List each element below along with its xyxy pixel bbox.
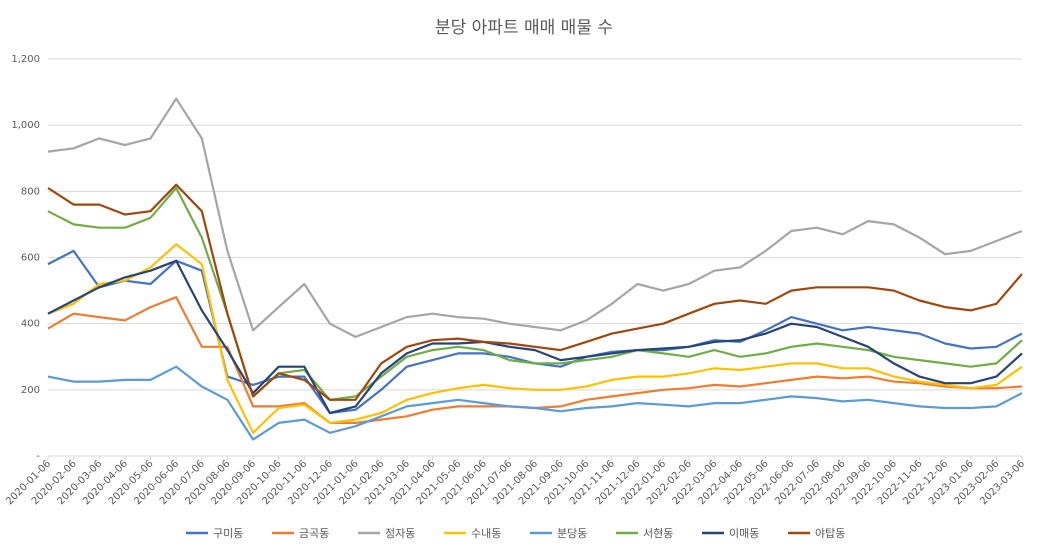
series-line-정자동 <box>47 97 1023 338</box>
y-tick-label: 1,200 <box>11 54 40 65</box>
y-tick-label: 600 <box>21 253 40 264</box>
series-line-분당동 <box>47 365 1023 441</box>
legend-label: 서현동 <box>643 527 673 540</box>
chart-title: 분당 아파트 매매 매물 수 <box>435 18 613 38</box>
series-line-수내동 <box>47 243 1023 434</box>
legend-label: 야탑동 <box>815 527 845 540</box>
legend-label: 정자동 <box>385 527 415 540</box>
legend: 구미동 금곡동 정자동 수내동 분당동 서현동 이매동 야탑동 <box>186 527 845 540</box>
y-tick-label: - <box>36 451 40 462</box>
legend-label: 분당동 <box>557 527 587 540</box>
y-tick-label: 200 <box>21 385 40 396</box>
series-line-이매동 <box>47 259 1023 415</box>
series-line-금곡동 <box>47 296 1023 424</box>
x-axis-ticks: 2020-01-062020-02-062020-03-062020-04-06… <box>4 456 1027 507</box>
legend-label: 구미동 <box>213 527 243 540</box>
y-tick-label: 400 <box>21 319 40 330</box>
y-tick-label: 1,000 <box>11 120 40 131</box>
y-tick-label: 800 <box>21 186 40 197</box>
series-line-서현동 <box>47 186 1023 401</box>
legend-label: 금곡동 <box>299 527 329 540</box>
legend-label: 이매동 <box>729 527 759 540</box>
y-axis-ticks: - 200 400 600 800 1,000 1,200 <box>11 54 40 462</box>
series-line-야탑동 <box>47 183 1023 401</box>
series-lines <box>47 97 1023 441</box>
legend-label: 수내동 <box>471 527 501 540</box>
